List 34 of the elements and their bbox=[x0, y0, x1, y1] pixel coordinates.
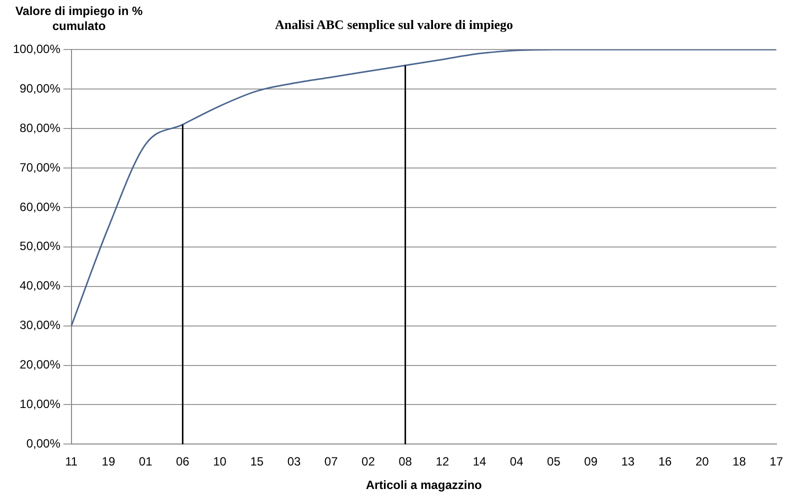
y-tick-label: 50,00% bbox=[20, 239, 61, 254]
x-tick-label: 16 bbox=[658, 454, 672, 469]
y-tick-label: 60,00% bbox=[20, 200, 61, 214]
x-tick-label: 02 bbox=[362, 454, 376, 469]
x-tick-label: 17 bbox=[770, 454, 784, 469]
y-tick-label: 100,00% bbox=[13, 42, 61, 56]
x-tick-label: 03 bbox=[287, 454, 301, 469]
x-tick-label: 10 bbox=[213, 454, 227, 469]
x-tick-label: 05 bbox=[547, 454, 561, 469]
x-tick-label: 06 bbox=[176, 454, 190, 469]
x-tick-label: 14 bbox=[472, 454, 486, 469]
y-tick-label: 40,00% bbox=[20, 278, 61, 293]
y-tick-label: 20,00% bbox=[20, 358, 61, 372]
y-tick-label: 80,00% bbox=[20, 120, 61, 135]
x-tick-label: 20 bbox=[695, 454, 710, 469]
x-tick-label: 01 bbox=[138, 454, 153, 469]
x-tick-label: 18 bbox=[732, 454, 746, 469]
x-tick-label: 12 bbox=[436, 454, 450, 469]
y-tick-label: 10,00% bbox=[20, 397, 61, 412]
y-axis-title: Valore di impiego in % cumulato bbox=[14, 4, 144, 34]
x-tick-label: 19 bbox=[102, 454, 116, 469]
x-tick-label: 11 bbox=[65, 454, 78, 469]
x-tick-label: 15 bbox=[250, 454, 264, 469]
x-axis-title: Articoli a magazzino bbox=[366, 478, 482, 492]
x-tick-label: 13 bbox=[621, 454, 635, 469]
x-tick-label: 08 bbox=[398, 454, 412, 469]
y-tick-label: 0,00% bbox=[26, 436, 61, 451]
y-tick-label: 30,00% bbox=[20, 318, 61, 332]
chart-title: Analisi ABC semplice sul valore di impiego bbox=[274, 17, 514, 32]
y-tick-label: 70,00% bbox=[20, 160, 61, 174]
x-tick-label: 04 bbox=[510, 454, 524, 469]
y-tick-label: 90,00% bbox=[20, 81, 61, 96]
x-tick-label: 09 bbox=[584, 454, 598, 469]
x-tick-label: 07 bbox=[324, 454, 338, 469]
